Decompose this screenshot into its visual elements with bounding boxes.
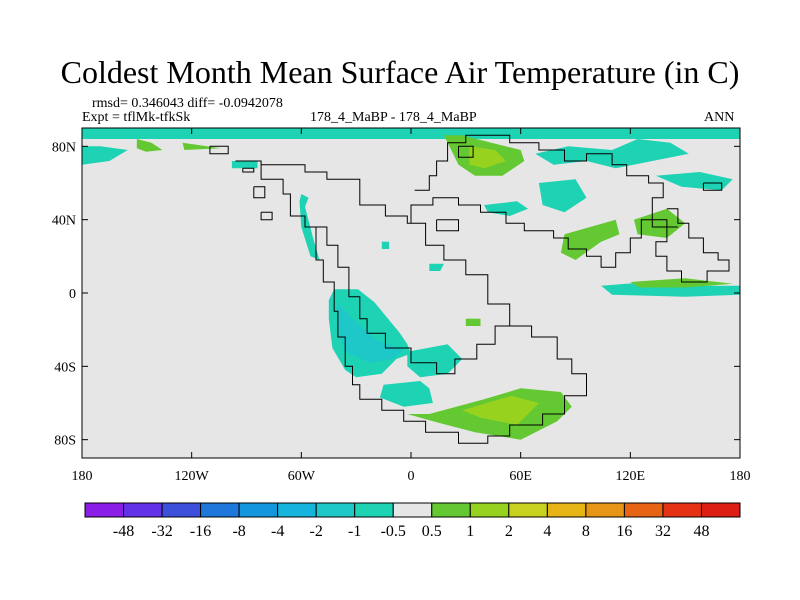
y-tick-label: 40N [52, 214, 76, 229]
coastline-north-isle-1 [242, 167, 255, 173]
contour-region-greenland-b [182, 142, 221, 150]
contour-region-mid-teal-2 [381, 241, 390, 249]
colorbar-label: 32 [655, 523, 671, 540]
y-tick-label: 40S [54, 360, 76, 375]
coastline-layer [209, 134, 730, 444]
colorbar-swatch [354, 502, 394, 518]
coastline-gondwana-inner [316, 226, 510, 375]
colorbar-label: -16 [190, 523, 211, 540]
colorbar-label: 48 [693, 523, 709, 540]
contour-region-equatorial-teal [601, 282, 740, 297]
colorbar-swatch [431, 502, 471, 518]
contour-region-asia-teal-3 [655, 172, 733, 191]
colorbar-swatch [277, 502, 317, 518]
period-label: ANN [704, 110, 735, 125]
y-tick-label: 80N [52, 140, 76, 155]
colorbar-label: 1 [466, 523, 474, 540]
contour-region-siberia-warm-core [469, 146, 506, 169]
experiment-label: Expt = tflMk-tfkSk [82, 110, 191, 125]
colorbar-label: -8 [232, 523, 245, 540]
colorbar-swatch [200, 502, 240, 518]
x-tick-label: 120E [616, 469, 646, 484]
coastline-north-isle-3 [458, 145, 474, 158]
contour-region-greenland [136, 139, 163, 152]
colorbar-swatch [585, 502, 625, 518]
colorbar-label: -0.5 [381, 523, 406, 540]
colorbar-label: 16 [616, 523, 632, 540]
x-tick-label: 60E [509, 469, 532, 484]
coastline-asia-eastern [655, 208, 730, 283]
map-title: Coldest Month Mean Surface Air Temperatu… [60, 54, 740, 90]
contour-region-africa-blob [407, 344, 463, 378]
coastline-north-isle-2 [209, 145, 229, 155]
contour-region-asia-teal-2 [538, 179, 587, 213]
colorbar-swatch [508, 502, 548, 518]
contour-region-s-gondwana-warm-core [462, 395, 539, 425]
colorbar: -48 -32 -16 -8 -4 -2 -1 -0.5 0.5 1 2 4 8 16 32 48 [84, 502, 741, 540]
colorbar-swatch [546, 502, 587, 518]
contour-region-s-america-warm-dot [465, 318, 481, 326]
colorbar-swatch [161, 502, 202, 518]
coastline-east-isle-2 [651, 219, 668, 228]
colorbar-swatch [469, 502, 510, 518]
contour-region-antarctic-teal [379, 381, 433, 407]
colorbar-swatch [662, 502, 702, 518]
y-tick-label: 0 [69, 287, 76, 302]
coastline-tethys-isle [436, 219, 459, 232]
coastline-east-isle-1 [702, 182, 723, 191]
colorbar-label: -48 [113, 523, 134, 540]
x-tick-label: 180 [72, 469, 93, 484]
colorbar-swatch [84, 502, 125, 518]
colorbar-label: -4 [271, 523, 284, 540]
y-tick-label: 80S [54, 434, 76, 449]
colorbar-swatch [315, 502, 356, 518]
coastline-west-isle-1 [253, 186, 266, 199]
contour-region-asia-warm-2 [634, 208, 686, 238]
x-tick-label: 60W [288, 469, 316, 484]
colorbar-label: -32 [151, 523, 172, 540]
colorbar-label: 0.5 [422, 523, 442, 540]
colorbar-swatch [392, 502, 433, 518]
colorbar-swatch [623, 502, 664, 518]
colorbar-swatch [123, 502, 163, 518]
colorbar-label: 4 [543, 523, 551, 540]
coastline-laurasia-gondwana-west [235, 160, 587, 444]
x-tick-label: 0 [408, 469, 415, 484]
contour-region-mid-teal-1 [429, 263, 444, 271]
colorbar-label: 8 [582, 523, 590, 540]
colorbar-swatch [238, 502, 279, 518]
stats-line: rmsd= 0.346043 diff= -0.0942078 [92, 96, 283, 111]
colorbar-label: 2 [505, 523, 513, 540]
colorbar-swatch [700, 502, 741, 518]
x-tick-label: 120W [175, 469, 210, 484]
coastline-west-isle-2 [260, 211, 273, 221]
comparison-label: 178_4_MaBP - 178_4_MaBP [310, 110, 477, 125]
x-tick-label: 180 [730, 469, 751, 484]
axis-ticks: 180 120W 60W 0 60E 120E 180 80N 40N 0 40S 80S [52, 128, 751, 484]
colorbar-label: -1 [348, 523, 361, 540]
contour-region-n-america-strip [231, 161, 258, 169]
contour-region-nw-arctic [82, 146, 128, 165]
contour-region-asia-warm-1 [560, 219, 620, 260]
contour-region-equatorial-warm [630, 278, 733, 288]
colorbar-label: -2 [310, 523, 323, 540]
